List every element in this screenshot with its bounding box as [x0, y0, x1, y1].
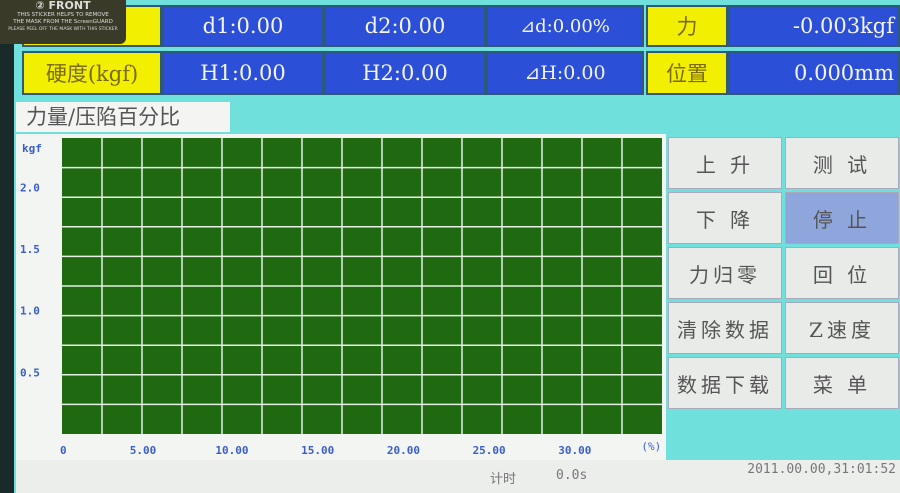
position-value: 0.000mm [728, 51, 900, 95]
x-tick-label: 30.00 [558, 444, 591, 457]
timer-value: 0.0s [556, 468, 588, 483]
h2-value: H2:0.00 [324, 51, 486, 95]
x-tick-label: 5.00 [130, 444, 157, 457]
timer-label: 计时 [490, 472, 517, 487]
button-1[interactable]: 测 试 [785, 137, 899, 189]
button-2[interactable]: 下 降 [668, 192, 782, 244]
delta-d-value: ⊿d:0.00% [486, 5, 644, 47]
sticker-title: FRONT [48, 0, 91, 12]
sticker-line: THIS STICKER HELPS TO REMOVE [17, 12, 109, 18]
d1-value: d1:0.00 [162, 5, 324, 47]
x-tick-label: 10.00 [215, 444, 248, 457]
y-tick-label: 1.5 [20, 243, 40, 256]
force-label: 力 [646, 5, 728, 47]
button-3[interactable]: 停 止 [785, 192, 899, 244]
button-5[interactable]: 回 位 [785, 247, 899, 299]
screen-protector-sticker: ② FRONT THIS STICKER HELPS TO REMOVE THE… [0, 0, 126, 44]
force-chart: kgf 2.0 1.5 1.0 0.5 0 5.00 10.00 15.00 20.00 25.00… [20, 138, 662, 457]
y-tick-label: 0.5 [20, 366, 40, 379]
hardness-label: 硬度(kgf) [22, 51, 162, 95]
d2-value: d2:0.00 [324, 5, 486, 47]
x-tick-label: 15.00 [301, 444, 334, 457]
sticker-line: THE MASK FROM THE ScreenGUARD [13, 19, 113, 25]
x-tick-label: 0 [60, 444, 67, 457]
delta-h-value: ⊿H:0.00 [486, 51, 644, 95]
h1-value: H1:0.00 [162, 51, 324, 95]
y-axis-label: kgf [22, 142, 42, 155]
y-tick-label: 1.0 [20, 305, 40, 318]
position-label: 位置 [646, 51, 728, 95]
y-tick-label: 2.0 [20, 181, 40, 194]
button-9[interactable]: 菜 单 [785, 357, 899, 409]
x-axis-label: (%) [641, 440, 661, 453]
force-value: -0.003kgf [728, 5, 900, 47]
button-0[interactable]: 上 升 [668, 137, 782, 189]
sticker-line: PLEASE PEEL OFF THE MASK WITH THIS STICK… [8, 27, 118, 32]
button-8[interactable]: 数据下载 [668, 357, 782, 409]
status-bar: 计时 0.0s 2011.00.00,31:01:52 [16, 460, 900, 493]
button-7[interactable]: Z速度 [785, 302, 899, 354]
x-tick-label: 20.00 [387, 444, 420, 457]
button-6[interactable]: 清除数据 [668, 302, 782, 354]
datetime: 2011.00.00,31:01:52 [747, 462, 896, 477]
button-4[interactable]: 力归零 [668, 247, 782, 299]
x-tick-label: 25.00 [473, 444, 506, 457]
screen: ) d1:0.00 d2:0.00 ⊿d:0.00% 力 -0.003kgf 硬… [14, 0, 900, 493]
chart-panel: kgf 2.0 1.5 1.0 0.5 0 5.00 10.00 15.00 20.00 25.00… [16, 134, 666, 460]
tab-force-indentation[interactable]: 力量/压陷百分比 [16, 102, 230, 132]
